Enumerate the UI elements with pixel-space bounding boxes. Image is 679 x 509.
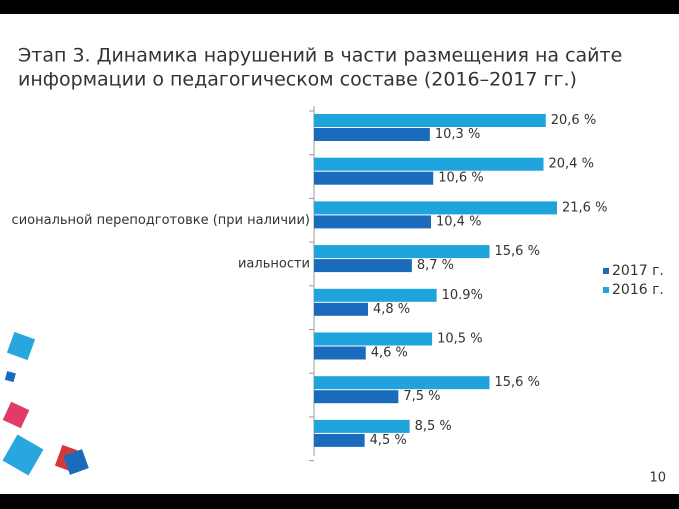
page-number: 10 xyxy=(649,471,666,486)
legend-label: 2016 г. xyxy=(612,282,664,298)
cube xyxy=(6,331,36,361)
bar xyxy=(314,419,410,433)
value-label: 15,6 % xyxy=(495,244,540,259)
bar xyxy=(314,390,399,404)
bar xyxy=(314,302,368,316)
decoration xyxy=(2,331,89,476)
value-label: 10,5 % xyxy=(437,332,482,347)
cube xyxy=(63,449,89,475)
bar xyxy=(314,157,544,171)
value-label: 4,8 % xyxy=(373,302,410,317)
bar xyxy=(314,376,490,390)
bar xyxy=(314,433,365,447)
value-label: 10,6 % xyxy=(438,171,483,186)
cube xyxy=(4,371,16,383)
value-label: 21,6 % xyxy=(562,200,607,215)
value-label: 20,6 % xyxy=(551,113,596,128)
bar xyxy=(314,128,430,141)
value-label: 10,3 % xyxy=(435,127,480,142)
value-label: 20,4 % xyxy=(549,157,594,172)
bar xyxy=(314,171,434,185)
title-line: информации о педагогическом составе (201… xyxy=(18,69,577,91)
bar xyxy=(314,215,431,229)
value-label: 7,5 % xyxy=(403,389,440,404)
value-label: 10,4 % xyxy=(436,214,481,229)
bar xyxy=(314,114,546,127)
bar xyxy=(314,288,437,302)
value-label: 4,5 % xyxy=(370,433,407,448)
cube xyxy=(2,434,44,476)
category-label: сиональной переподготовке (при наличии) xyxy=(12,213,310,228)
top-band xyxy=(0,0,679,14)
value-label: 10.9% xyxy=(442,288,483,303)
value-label: 8,7 % xyxy=(417,258,454,273)
value-label: 8,5 % xyxy=(415,419,452,434)
value-label: 15,6 % xyxy=(495,375,540,390)
legend-swatch xyxy=(603,287,609,293)
value-label: 4,6 % xyxy=(371,346,408,361)
bar xyxy=(314,259,412,273)
bar xyxy=(314,332,433,346)
bottom-band xyxy=(0,494,679,509)
bar xyxy=(314,346,366,360)
title-line: Этап 3. Динамика нарушений в части разме… xyxy=(18,45,622,67)
bar xyxy=(314,245,490,259)
legend-swatch xyxy=(603,268,609,274)
legend-label: 2017 г. xyxy=(612,263,664,279)
category-label: иальности xyxy=(238,256,310,271)
bar xyxy=(314,201,557,215)
cube xyxy=(2,401,30,429)
